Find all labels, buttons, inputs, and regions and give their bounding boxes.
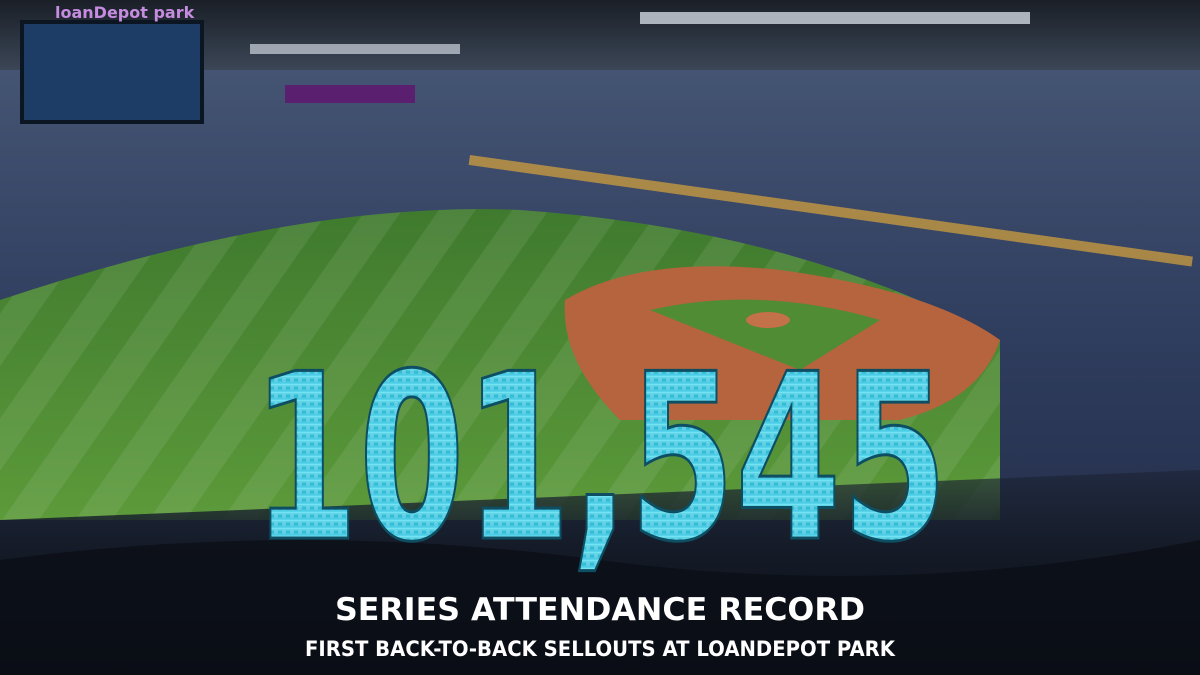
headline-number: 101,545 <box>253 326 948 593</box>
title: SERIES ATTENDANCE RECORD <box>335 592 865 628</box>
ribbon-board <box>468 155 1193 267</box>
mound <box>746 312 790 328</box>
scoreboard <box>20 20 204 124</box>
lights <box>640 12 1030 24</box>
subtitle: FIRST BACK-TO-BACK SELLOUTS AT LOANDEPOT… <box>305 637 896 661</box>
foreground-shadow <box>0 540 1200 675</box>
lights <box>250 44 460 54</box>
infield-grass <box>650 299 880 370</box>
sign <box>285 85 415 103</box>
venue-sign: loanDepot park <box>55 3 195 22</box>
